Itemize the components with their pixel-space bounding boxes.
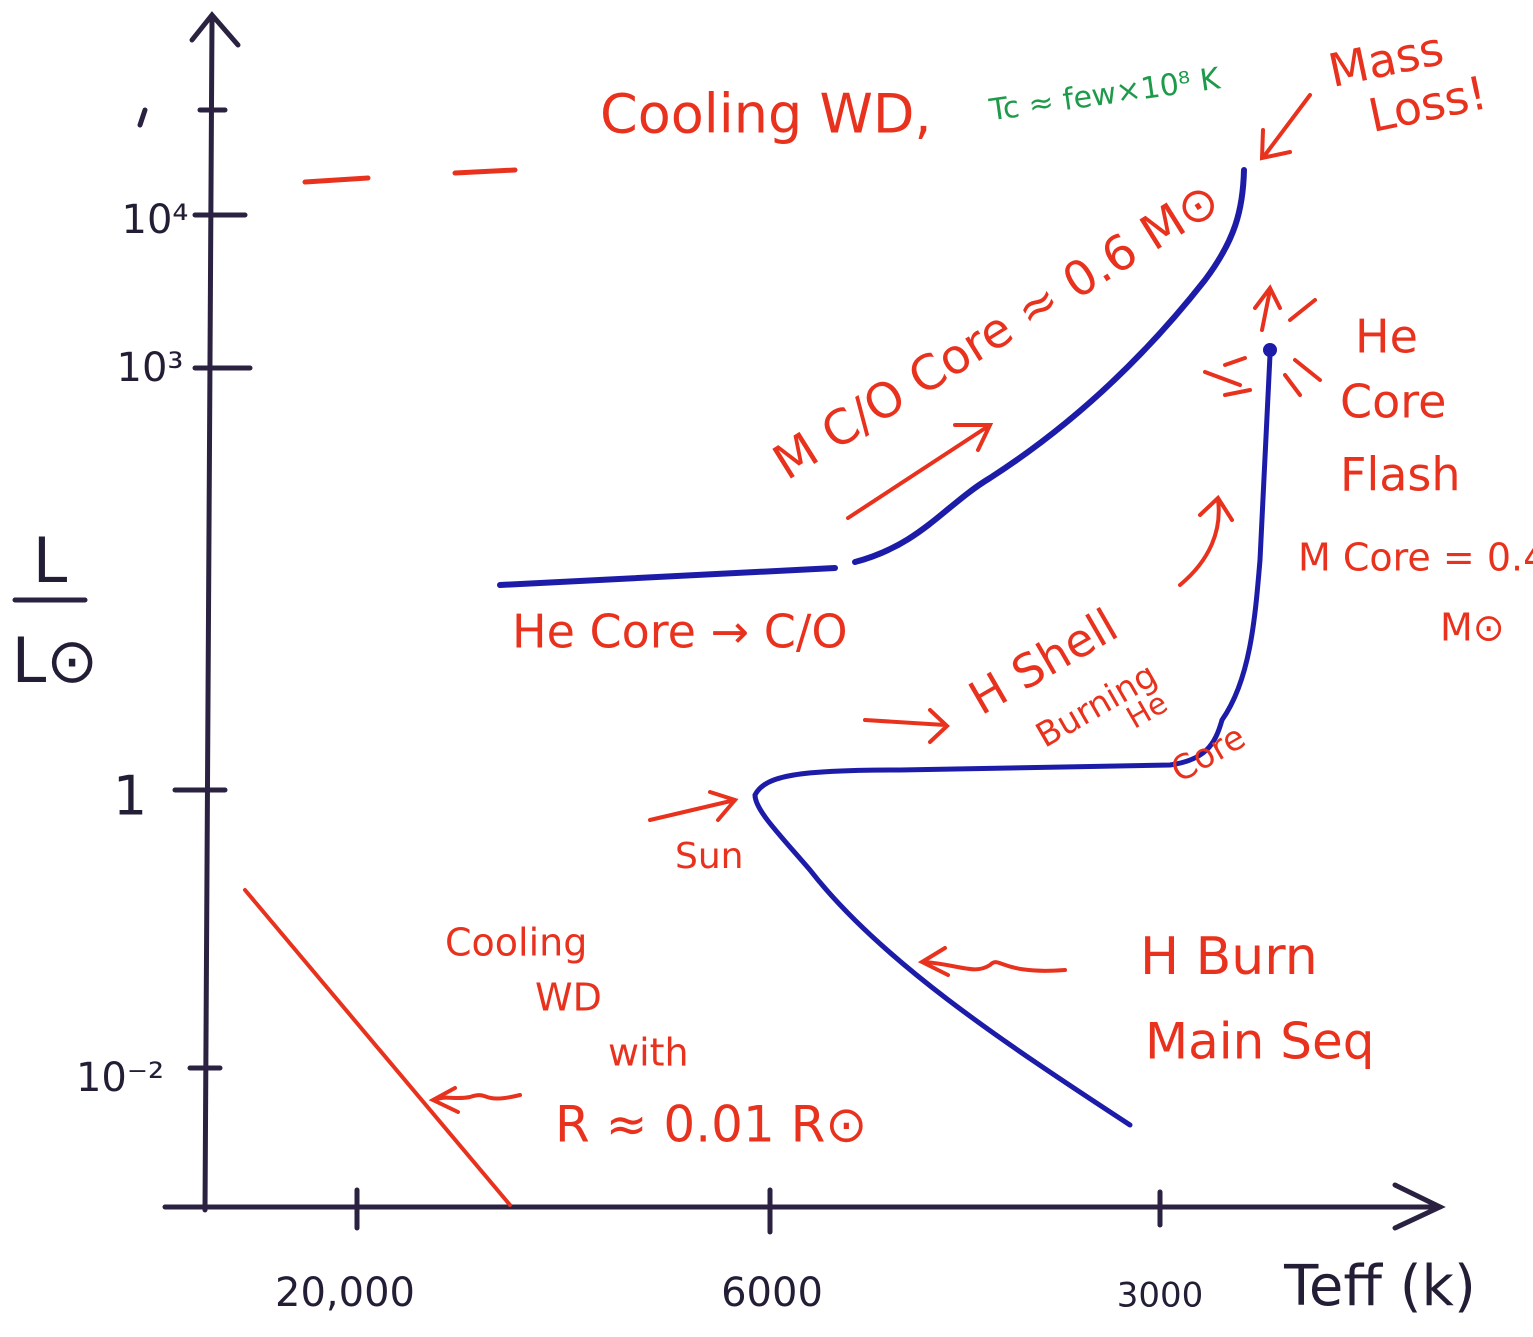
y-tick-mark xyxy=(137,107,148,128)
flash-label: Flash xyxy=(1340,448,1461,502)
he-core-co-label: He Core → C/O xyxy=(512,605,848,659)
shell-up-arrow xyxy=(1178,494,1234,587)
co-core-arrow xyxy=(846,423,994,520)
cooling-top-label: Cooling WD, xyxy=(600,83,932,146)
main-seq-label: Main Seq xyxy=(1145,1013,1375,1071)
cooling-wd-label: Cooling xyxy=(445,921,587,965)
cooling-dashes xyxy=(302,167,518,185)
x-tick-label: 3000 xyxy=(1117,1276,1204,1316)
flash-burst xyxy=(1203,284,1322,397)
asymptotic-giant-track xyxy=(497,167,1247,588)
core-flash-point xyxy=(1263,343,1277,357)
flash-label: Core xyxy=(1340,375,1446,429)
cooling-wd-label: with xyxy=(608,1031,689,1075)
cooling-wd-label: R ≈ 0.01 R⊙ xyxy=(555,1096,867,1154)
y-axis-label-bottom: L⊙ xyxy=(12,624,99,697)
y-tick-label: 1 xyxy=(113,765,147,828)
mass-loss-arrow xyxy=(1259,93,1312,161)
core-temp-label: Tc ≈ few×10⁸ K xyxy=(986,61,1223,128)
x-tick-label: 6000 xyxy=(721,1270,823,1316)
y-axis-label-top: L xyxy=(33,524,68,597)
flash-label: He xyxy=(1355,310,1418,364)
shell-arrow xyxy=(863,708,950,744)
shell-label: Core xyxy=(1164,717,1252,791)
y-axis xyxy=(202,17,215,1213)
main-seq-arrow xyxy=(917,946,1067,977)
white-dwarf-cooling-line xyxy=(243,888,512,1207)
y-axis-arrow xyxy=(189,11,241,48)
cooling-wd-label: WD xyxy=(535,976,602,1020)
main-seq-label: H Burn xyxy=(1140,927,1318,987)
x-axis-label: Teff (k) xyxy=(1283,1254,1476,1319)
y-tick-label: 10⁴ xyxy=(122,197,189,243)
sun-label: Sun xyxy=(675,836,743,877)
m-core-label: M⊙ xyxy=(1440,606,1505,650)
main-sequence-and-red-giant-track xyxy=(752,352,1273,1128)
y-tick-label: 10³ xyxy=(117,345,184,391)
x-tick-label: 20,000 xyxy=(275,1270,415,1316)
y-tick-label: 10⁻² xyxy=(76,1055,164,1101)
sun-arrow xyxy=(648,790,739,822)
m-core-label: M Core = 0.45 xyxy=(1298,536,1533,580)
x-axis-arrow xyxy=(1392,1182,1446,1231)
wd-arrow xyxy=(428,1086,522,1114)
